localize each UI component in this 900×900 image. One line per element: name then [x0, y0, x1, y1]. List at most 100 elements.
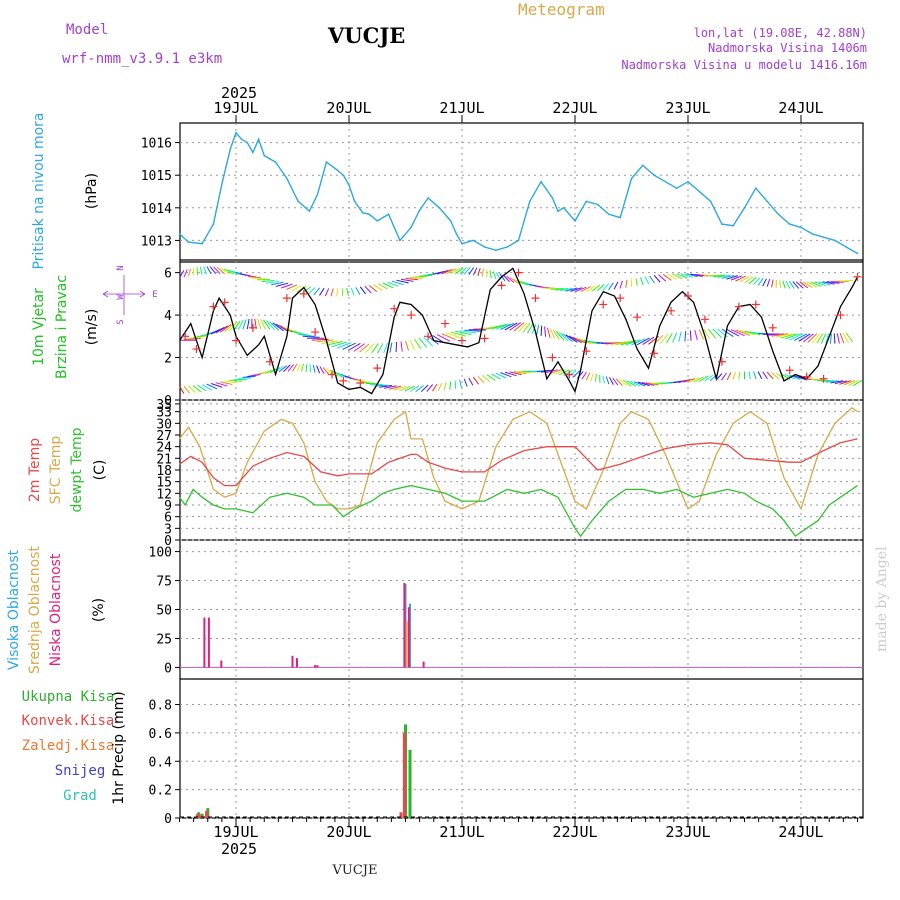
wind-speed-marker — [407, 311, 416, 320]
wind-arrow — [689, 330, 692, 341]
wind-arrow — [414, 338, 422, 349]
sfc-temp-label: SFC Temp — [48, 436, 64, 505]
wind-arrow — [609, 377, 614, 385]
wind-arrow — [377, 343, 384, 354]
wind-arrow — [309, 364, 312, 373]
pressure-point — [698, 190, 701, 193]
wind-arrow — [698, 375, 709, 382]
wind-arrow — [261, 280, 275, 282]
wind-arrow — [472, 267, 478, 276]
pressure-point — [269, 158, 271, 160]
wind-arrow — [762, 371, 768, 380]
wind-speed-marker — [390, 304, 399, 313]
wind-arrow — [694, 329, 698, 341]
pressure-point — [845, 246, 847, 248]
wind-arrow — [580, 286, 592, 293]
wind-arrow — [771, 279, 774, 288]
wind-arrow — [640, 277, 644, 286]
wind-arrow — [287, 364, 294, 372]
wind-arrow — [316, 365, 321, 374]
pressure-point — [286, 177, 288, 180]
pressure-point — [755, 187, 757, 189]
wind-arrow — [594, 374, 597, 382]
wind-speed-marker — [633, 313, 642, 322]
wind-arrow — [735, 275, 746, 282]
pressure-point — [506, 246, 509, 248]
wind-arrow — [188, 336, 206, 339]
wind-arrow — [693, 376, 705, 383]
compass-e: E — [152, 290, 157, 300]
wind-arrow — [792, 281, 800, 289]
day-label-bottom: 21JUL — [439, 823, 484, 841]
wind-arrow — [224, 380, 238, 384]
wind-arrow — [450, 267, 460, 275]
pressure-point — [551, 197, 554, 199]
pressure-point — [399, 239, 401, 242]
wind-arrow — [252, 277, 266, 280]
wind-arrow — [845, 332, 854, 343]
wind-arrow — [307, 287, 316, 295]
wind-arrow — [409, 339, 416, 351]
precip-bar — [402, 732, 406, 818]
wind-speed-marker — [220, 298, 229, 307]
wind-arrow — [753, 371, 757, 380]
wind-arrow — [394, 385, 406, 391]
wind-arrow — [646, 382, 659, 386]
wind-arrow — [459, 267, 468, 275]
pressure-point — [178, 233, 181, 235]
wind-arrow — [698, 329, 704, 340]
wind-arrow — [415, 385, 424, 393]
wind-arrow — [771, 333, 789, 337]
wind-arrow — [540, 325, 543, 336]
dewpoint-label: dewpt Temp — [69, 427, 85, 512]
pressure-point — [788, 223, 791, 225]
pressure-point — [212, 223, 215, 225]
wind-speed-marker — [684, 291, 692, 300]
wind-arrow — [302, 335, 320, 338]
wind-arrow — [443, 382, 447, 391]
wind-arrow — [726, 328, 740, 337]
wind-arrow — [811, 333, 821, 344]
precip-legend-2: Zaledj.Kisa — [22, 738, 115, 754]
wind-speed-marker — [599, 300, 608, 309]
station-title: VUCJE — [327, 23, 405, 48]
wind-arrow — [678, 379, 691, 384]
pressure-point — [472, 239, 475, 242]
year-label-bottom: 2025 — [221, 840, 257, 858]
wind-arrow — [636, 337, 650, 346]
wind-panel: 0 2 4 6 — [164, 266, 863, 409]
wind-arrow — [631, 338, 646, 346]
wind-arrow — [575, 286, 587, 292]
wind-speed-marker — [209, 302, 218, 311]
wind-arrow — [585, 372, 591, 381]
wind-speed-marker — [802, 372, 811, 381]
wind-arrow — [662, 273, 672, 281]
wind-arrow — [826, 281, 840, 284]
wind-arrow — [506, 275, 515, 283]
wind-arrow — [454, 267, 464, 275]
wind-arrow — [810, 281, 822, 287]
pressure-point — [529, 200, 531, 203]
wind-arrow — [688, 377, 700, 383]
cloud-panel: 0 25 50 75 100 — [149, 546, 863, 676]
wind-speed-marker — [181, 332, 190, 341]
wind-arrow — [210, 327, 225, 335]
pressure-point — [619, 216, 621, 219]
wind-arrow — [771, 372, 780, 380]
wind-arrow — [572, 336, 587, 344]
wind-arrow — [738, 371, 741, 380]
wind-arrow — [371, 343, 379, 354]
pressure-unit: (hPa) — [84, 173, 100, 209]
grid — [180, 123, 863, 819]
wind-speed-marker — [424, 332, 433, 341]
wind-arrow — [605, 376, 610, 385]
wind-arrow — [441, 333, 456, 341]
panel-labels: Pritisak na nivou mora (hPa) 10m Vjetar Brz… — [6, 112, 158, 804]
wind-arrow — [477, 268, 481, 276]
wind-arrow — [227, 269, 239, 276]
wind-arrow — [667, 273, 678, 280]
y-tick-label: 0 — [164, 394, 172, 409]
pressure-panel: 1013 1014 1015 1016 — [141, 131, 859, 255]
day-label-bottom: 19JUL — [213, 823, 258, 841]
wind-arrow — [825, 333, 830, 344]
